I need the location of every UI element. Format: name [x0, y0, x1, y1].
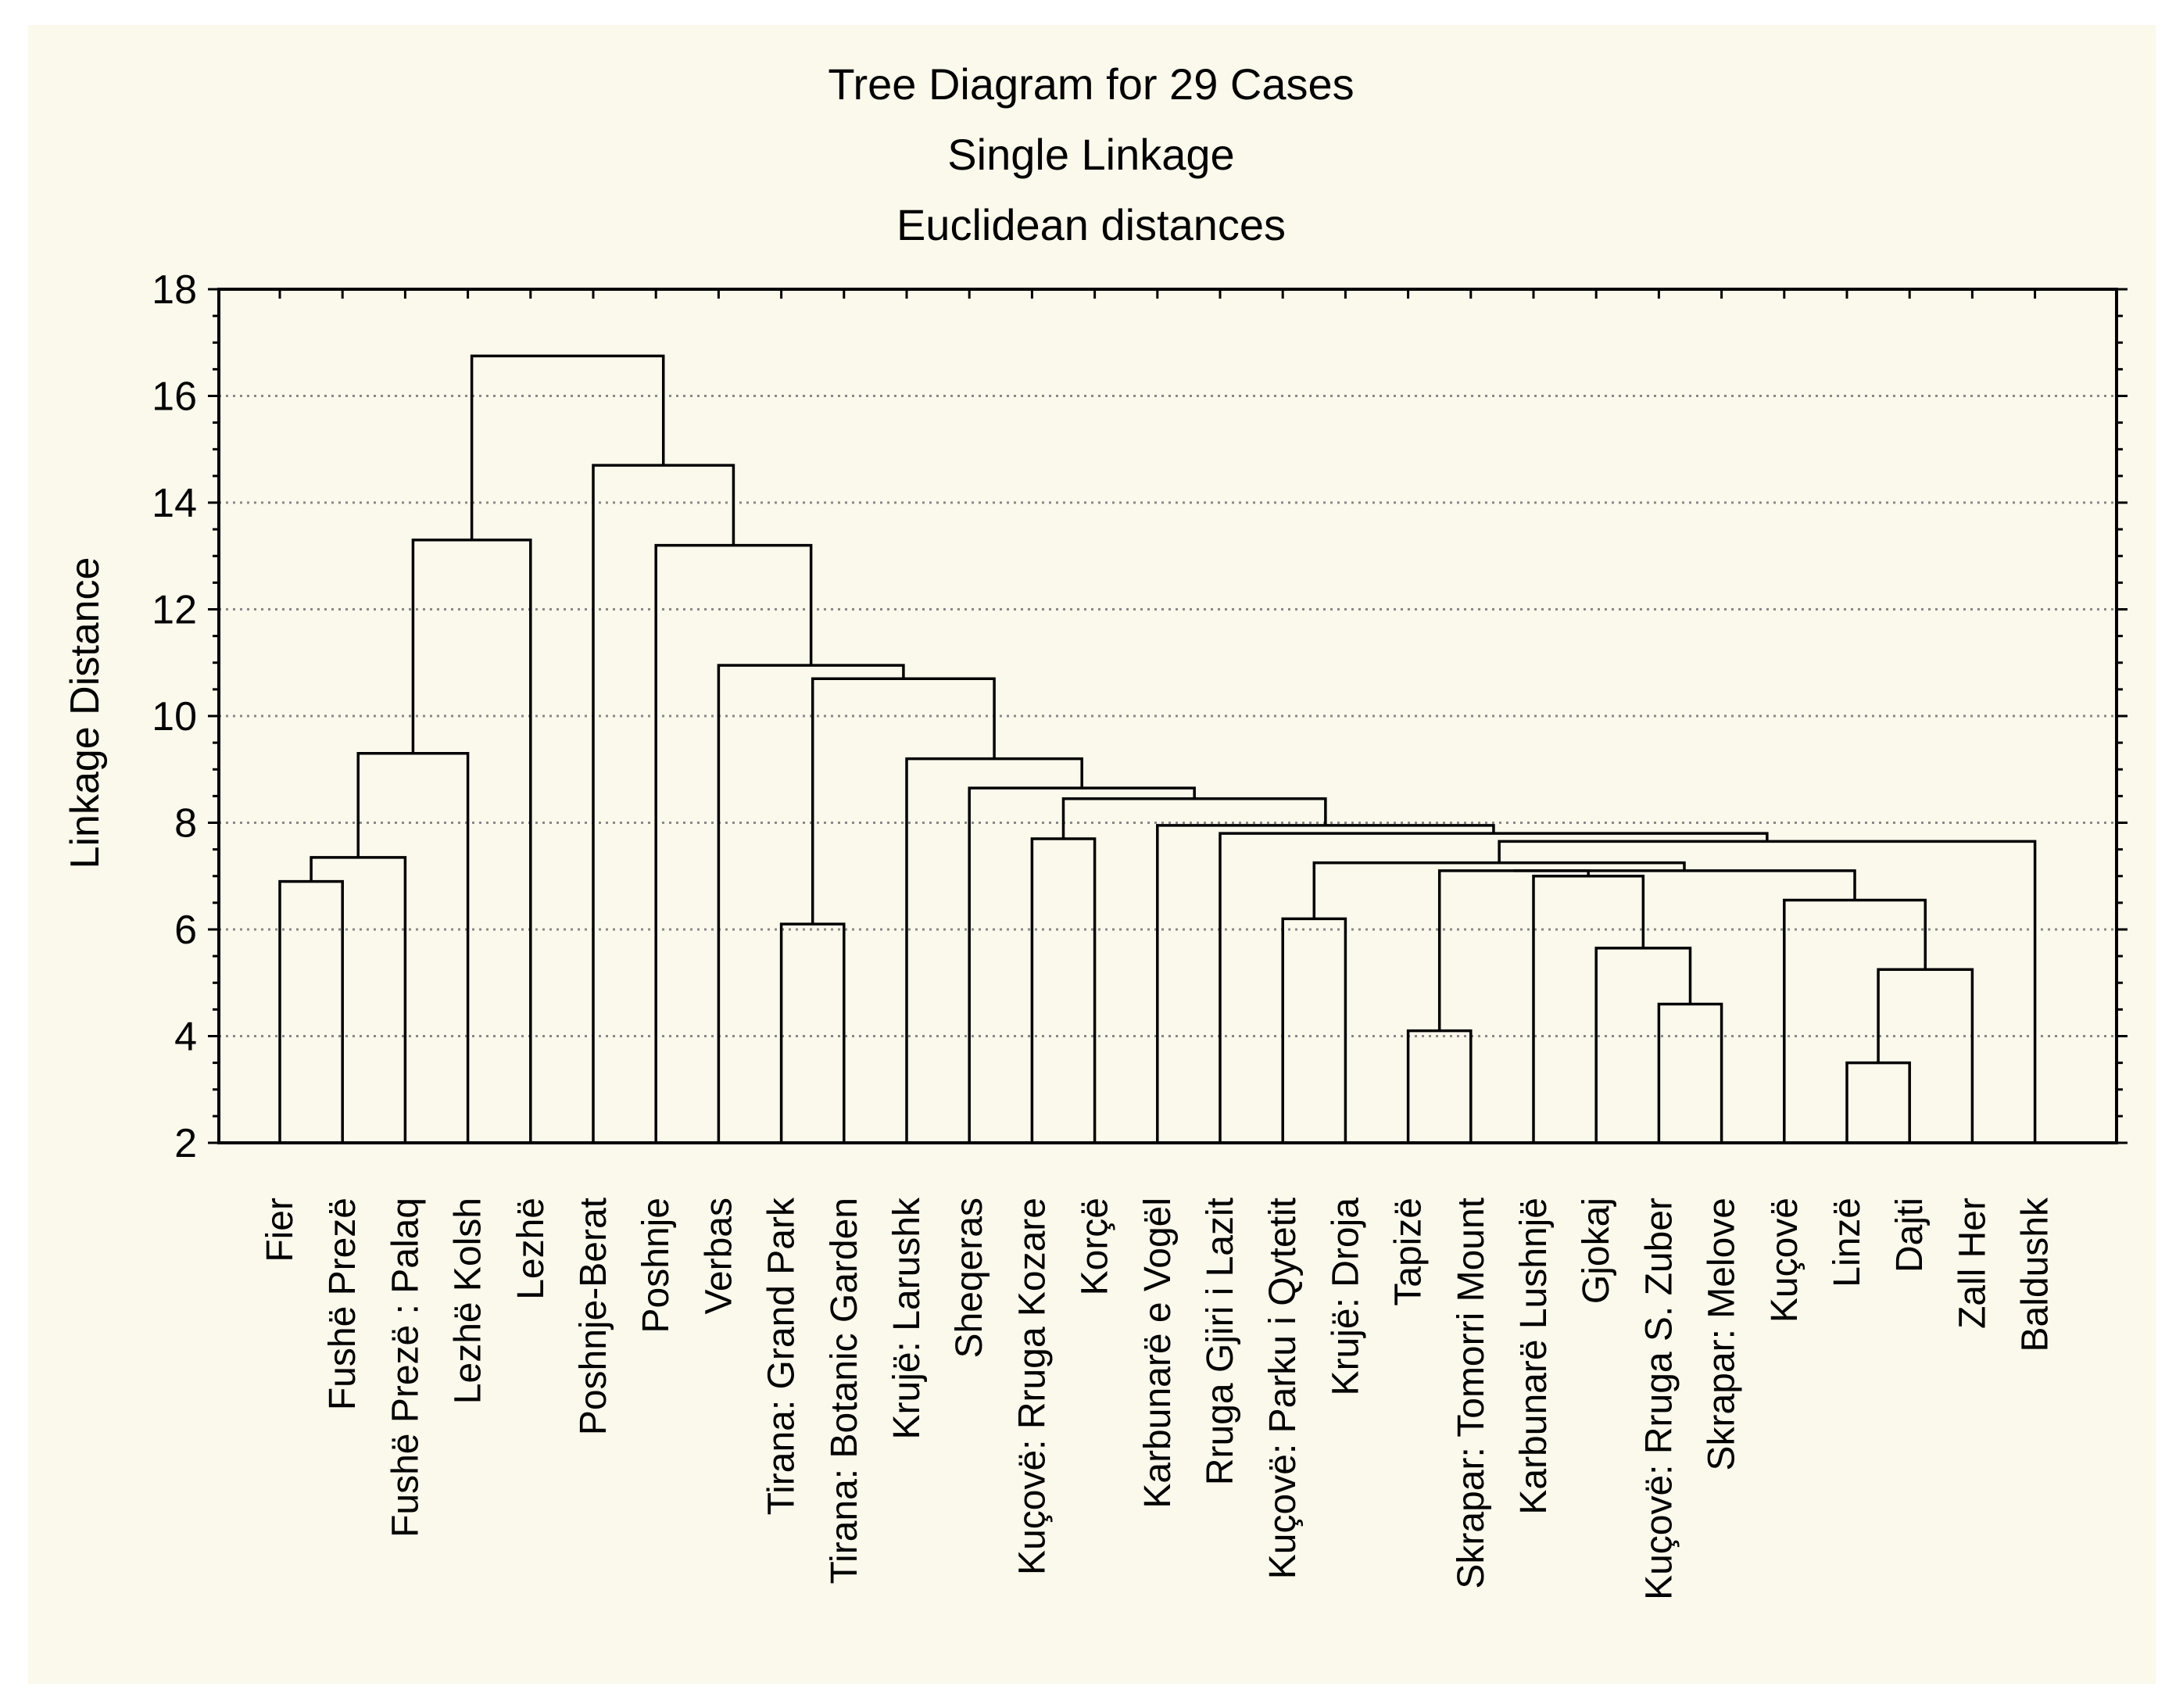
leaf-label: Zall Her [1952, 1198, 1993, 1329]
dendrogram-link-10 [1532, 875, 1645, 1143]
leaf-label: Sheqeras [949, 1198, 990, 1358]
leaf-label: Karbunarë e Vogël [1137, 1198, 1179, 1509]
leaf-label: Skrapar: Tomorri Mount [1451, 1198, 1492, 1589]
dendrogram-link-7 [1406, 1029, 1473, 1143]
y-tick-label-14: 14 [152, 481, 197, 526]
leaf-label: Lezhë [510, 1198, 552, 1300]
y-tick-label-16: 16 [152, 374, 197, 420]
dendrogram-link-14 [1783, 898, 1927, 1143]
leaf-label: Kuçovë [1764, 1198, 1805, 1323]
leaf-label: Karbunarë Lushnjë [1513, 1198, 1555, 1515]
chart-subtitle-linkage: Single Linkage [947, 130, 1234, 179]
dendrogram-chart: Tree Diagram for 29 Cases Single Linkage… [63, 59, 2128, 1600]
dendrogram-link-1 [310, 856, 407, 1143]
leaf-label: Kuçovë: Parku i Qytetit [1262, 1198, 1304, 1579]
dendrogram-link-25 [654, 543, 813, 1143]
dendrogram-link-24 [717, 664, 905, 1143]
chart-background: Tree Diagram for 29 Cases Single Linkage… [28, 25, 2156, 1684]
dendrogram-link-6 [1281, 917, 1347, 1143]
dendrogram-link-22 [905, 757, 1083, 1143]
leaf-label: Krujë: Larushk [886, 1197, 928, 1439]
leaf-label: Tirana: Grand Park [761, 1197, 803, 1515]
dendrogram-link-8 [1657, 1002, 1723, 1143]
leaf-label: Rruga Gjiri i Lazit [1200, 1198, 1241, 1485]
chart-title: Tree Diagram for 29 Cases [828, 59, 1354, 109]
dendrogram-link-15 [1513, 869, 1856, 901]
leaf-label: Dajti [1889, 1198, 1931, 1273]
dendrogram-link-16 [1312, 861, 1686, 919]
leaf-label: Gjokaj [1576, 1198, 1617, 1304]
dendrogram-link-13 [1877, 968, 1974, 1143]
y-tick-label-10: 10 [152, 694, 197, 739]
leaf-label: Verbas [698, 1198, 739, 1314]
leaf-label: Krujë: Droja [1325, 1198, 1366, 1396]
y-tick-label-18: 18 [152, 267, 197, 313]
y-tick-label-12: 12 [152, 588, 197, 633]
leaf-label: Korçë [1075, 1198, 1116, 1295]
dendrogram-link-27 [470, 354, 665, 540]
leaf-label: Kuçovë: Rruga S. Zuber [1638, 1198, 1680, 1600]
leaf-label: Baldushk [2015, 1197, 2056, 1352]
dendrogram-link-12 [1845, 1061, 1911, 1143]
dendrogram-link-5 [1030, 837, 1097, 1143]
dendrogram-link-19 [1156, 824, 1495, 1143]
dendrogram-link-21 [968, 786, 1196, 1143]
y-tick-label-8: 8 [174, 801, 197, 847]
leaf-label: Poshnje [635, 1198, 677, 1333]
plot-area-border [217, 288, 2118, 1144]
dendrogram-link-17 [1498, 840, 2037, 1143]
y-axis-label: Linkage Distance [63, 557, 108, 869]
leaf-label: Linzë [1827, 1198, 1868, 1287]
leaf-label: Poshnje-Berat [573, 1198, 614, 1435]
leaf-label: Lezhë Kolsh [448, 1198, 489, 1404]
dendrogram-link-18 [1219, 832, 1769, 1143]
dendrogram-link-3 [411, 539, 532, 1143]
leaf-label: Tirana: Botanic Garden [824, 1198, 865, 1584]
leaf-label: Kuçovë: Rruga Kozare [1011, 1198, 1053, 1575]
y-tick-label-4: 4 [174, 1015, 197, 1060]
dendrogram-link-4 [779, 922, 846, 1143]
leaf-label: Fier [259, 1198, 301, 1262]
dendrogram-link-26 [592, 464, 735, 1143]
dendrogram-link-11 [1437, 869, 1590, 1031]
leaf-label: Skrapar: Melove [1702, 1198, 1743, 1470]
leaf-label: Fushë Prezë [322, 1198, 363, 1410]
leaf-label: Tapizë [1388, 1198, 1430, 1306]
dendrogram-link-2 [356, 752, 470, 1143]
dendrogram-link-0 [278, 879, 344, 1143]
y-tick-label-2: 2 [174, 1121, 197, 1166]
dendrogram-link-9 [1594, 947, 1692, 1143]
chart-subtitle-distance: Euclidean distances [896, 200, 1286, 249]
y-tick-label-6: 6 [174, 908, 197, 953]
leaf-label: Fushë Prezë : Palaq [385, 1198, 426, 1538]
